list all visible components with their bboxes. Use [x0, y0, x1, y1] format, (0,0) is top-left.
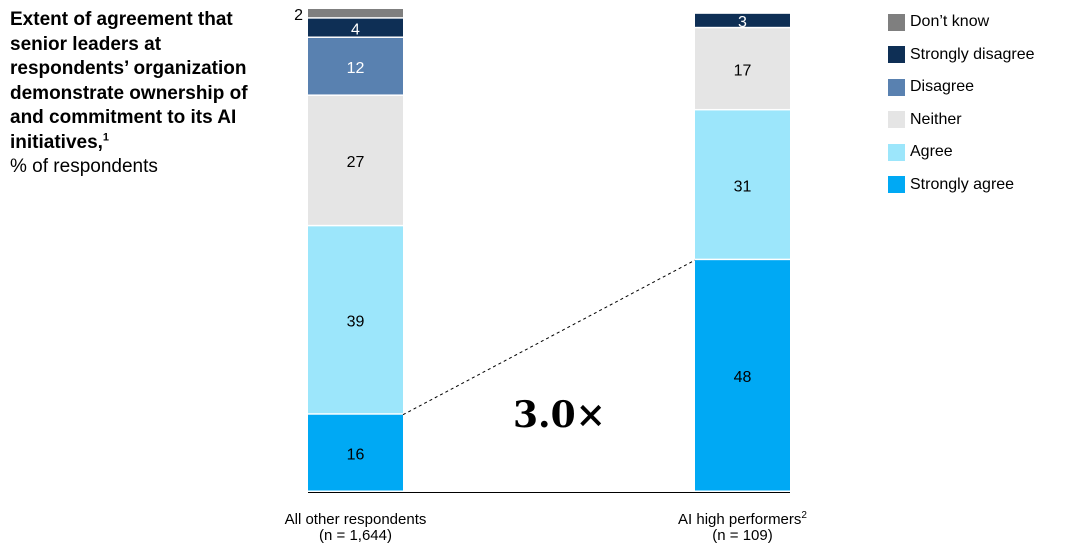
value-label-agree-2: 31 [734, 178, 752, 195]
legend-label: Strongly disagree [910, 45, 1035, 63]
legend-swatch [888, 143, 905, 161]
strongly-agree-connector-line [402, 259, 696, 416]
bar-segment-neither-1 [308, 95, 403, 225]
value-label-strongly-agree-2: 48 [734, 369, 752, 386]
value-label-neither-2: 17 [734, 62, 752, 79]
legend-swatch [888, 46, 905, 63]
bar-segment-neither-2 [695, 28, 790, 109]
legend-swatch [888, 13, 905, 31]
bar-segment-strongly-agree-2 [695, 260, 790, 491]
legend-item-disagree: Disagree [888, 77, 1035, 97]
category-footnote: 2 [801, 510, 807, 521]
legend-swatch [888, 111, 905, 128]
value-label-agree-1: 39 [347, 314, 365, 331]
x-tick-label-2: AI high performers2 (n = 109) [623, 510, 863, 544]
category-sample-size: (n = 1,644) [319, 527, 392, 544]
value-label-strongly-agree-1: 16 [347, 446, 365, 463]
value-label-strongly-disagree-1: 4 [351, 21, 360, 38]
bar-segment-strongly-disagree-1 [308, 18, 403, 37]
legend-item-strongly-agree: Strongly agree [888, 175, 1035, 195]
value-label-neither-1: 27 [347, 154, 365, 171]
legend-item-neither: Neither [888, 110, 1035, 130]
value-label-dont-know-1: 2 [294, 7, 303, 24]
legend-item-agree: Agree [888, 142, 1035, 162]
chart-title-block: Extent of agreement that senior leaders … [10, 8, 250, 180]
value-label-strongly-disagree-2: 3 [738, 14, 747, 31]
bars-layer [308, 9, 790, 491]
bar-segment-dont-know-1 [308, 9, 403, 18]
value-labels-layer: 16 39 27 12 4 2 48 31 17 3 [294, 7, 751, 464]
legend: Don’t know Strongly disagree Disagree Neith… [888, 12, 1035, 207]
bar-segment-strongly-disagree-2 [695, 13, 790, 27]
chart-subtitle: % of respondents [10, 156, 158, 177]
bar-segment-strongly-agree-1 [308, 414, 403, 491]
legend-label: Strongly agree [910, 175, 1015, 193]
legend-item-dont-know: Don’t know [888, 12, 1035, 32]
chart-title-text: Extent of agreement that senior leaders … [10, 9, 248, 153]
x-tick-label-1: All other respondents (n = 1,644) [236, 512, 476, 544]
chart-title: Extent of agreement that senior leaders … [10, 8, 250, 155]
multiplier-annotation: 3.0× [513, 394, 606, 436]
legend-label: Neither [910, 110, 962, 128]
bar-segment-agree-1 [308, 226, 403, 414]
chart-title-footnote: 1 [102, 131, 110, 144]
legend-swatch [888, 176, 905, 193]
legend-swatch [888, 78, 905, 96]
legend-label: Don’t know [910, 13, 990, 30]
legend-label: Disagree [910, 78, 975, 95]
value-label-disagree-1: 12 [347, 60, 365, 77]
bar-segment-agree-2 [695, 110, 790, 259]
category-name: All other respondents [284, 511, 427, 528]
legend-label: Agree [910, 143, 953, 160]
category-name: AI high performers2 [678, 510, 807, 528]
category-sample-size: (n = 109) [712, 527, 773, 544]
legend-item-strongly-disagree: Strongly disagree [888, 45, 1035, 65]
connector-layer [308, 259, 790, 493]
bar-segment-disagree-1 [308, 37, 403, 95]
